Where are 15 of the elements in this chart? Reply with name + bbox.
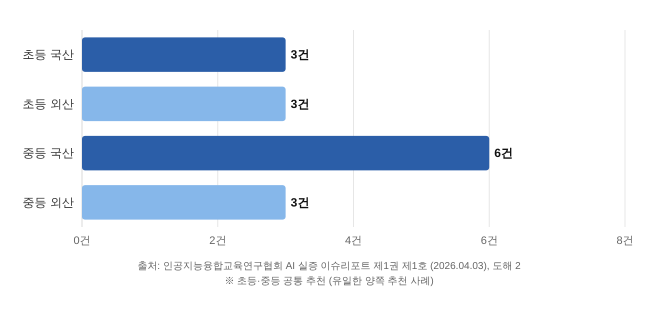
x-tick-label: 2건 — [209, 235, 226, 247]
data-label: 3건 — [290, 195, 310, 210]
y-tick-label: 중등 외산 — [22, 195, 74, 210]
data-label: 6건 — [494, 146, 513, 160]
data-label: 3건 — [290, 96, 310, 111]
y-tick-label: 중등 국산 — [22, 146, 74, 160]
source-note: 출처: 인공지능융합교육연구협회 AI 실증 이슈리포트 제1권 제1호 (2026.04.03), 도해 2 — [137, 261, 522, 272]
x-tick-label: 0건 — [73, 235, 91, 247]
text: ※ 초등·중등 공통 추천 (유일한 양쪽 추천 사례) — [224, 276, 434, 287]
x-tick-label: 6건 — [480, 235, 498, 247]
x-tick-label: 4건 — [344, 235, 362, 247]
data-label: 3건 — [290, 48, 310, 62]
y-tick-label: 초등 국산 — [22, 48, 74, 62]
x-tick-label: 8건 — [616, 235, 634, 247]
y-tick-label: 초등 외산 — [22, 96, 74, 111]
